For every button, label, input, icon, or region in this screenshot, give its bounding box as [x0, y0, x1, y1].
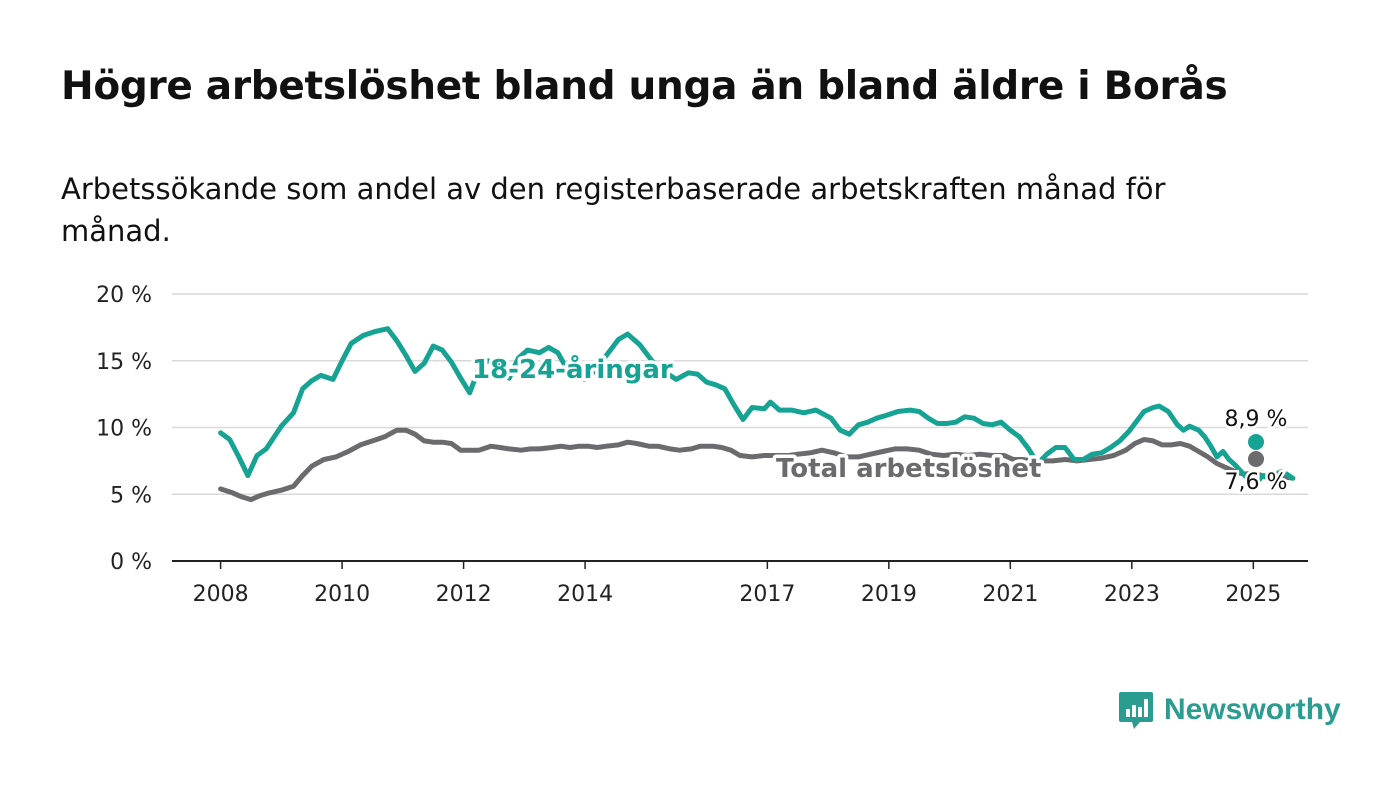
x-tick-label: 2025 — [1225, 582, 1281, 607]
y-tick-label: 10 % — [96, 417, 152, 442]
end-label-youth: 8,9 % — [1225, 407, 1288, 432]
x-tick-label: 2017 — [739, 582, 795, 607]
chart-title: Högre arbetslöshet bland unga än bland ä… — [61, 64, 1228, 109]
gridlines — [172, 293, 1308, 562]
x-tick-label: 2014 — [557, 582, 613, 607]
y-tick-label: 5 % — [110, 483, 152, 508]
series-line-youth — [218, 326, 1296, 484]
y-tick-label: 15 % — [96, 350, 152, 375]
end-point-total — [1248, 451, 1264, 467]
y-tick-label: 0 % — [110, 550, 152, 575]
y-axis-ticks: 0 % 5 % 10 % 15 % 20 % — [96, 283, 152, 575]
series-line-total — [218, 427, 1296, 503]
x-axis-ticks: 2008 2010 2012 2014 2017 2019 2021 2023 2025 — [193, 561, 1281, 607]
x-tick-label: 2012 — [436, 582, 492, 607]
y-tick-label: 20 % — [96, 283, 152, 308]
series-label-youth: 18-24-åringar — [472, 353, 673, 385]
series-label-total: Total arbetslöshet — [776, 454, 1041, 484]
x-tick-label: 2023 — [1104, 582, 1160, 607]
bar-chart-speech-bubble-icon — [1119, 692, 1153, 729]
end-label-total: 7,6 % — [1225, 470, 1288, 495]
end-point-youth — [1248, 434, 1264, 450]
x-tick-label: 2021 — [982, 582, 1038, 607]
brand-name: Newsworthy — [1164, 693, 1341, 726]
x-tick-label: 2010 — [314, 582, 370, 607]
x-tick-label: 2019 — [861, 582, 917, 607]
brand-logo: Newsworthy — [1118, 690, 1341, 730]
x-tick-label: 2008 — [193, 582, 249, 607]
series-lines — [218, 326, 1296, 503]
chart-subtitle: Arbetssökande som andel av den registerb… — [61, 172, 1166, 248]
series-labels: 18-24-åringar Total arbetslöshet 8,9 % 7,6 … — [469, 350, 1290, 498]
